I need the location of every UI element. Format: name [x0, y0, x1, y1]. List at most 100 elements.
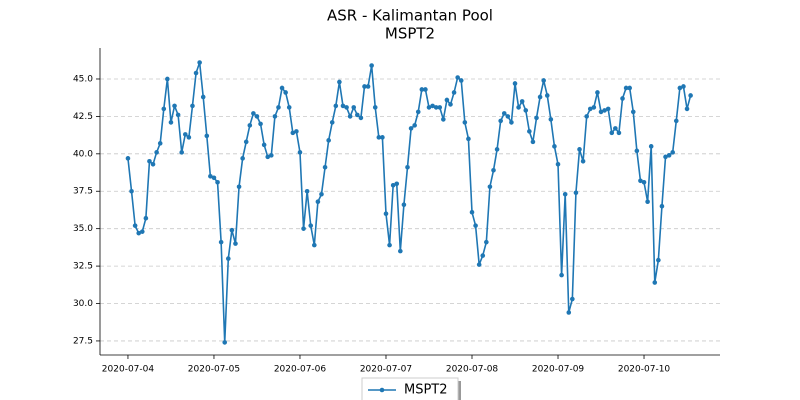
data-point: [580, 159, 586, 164]
data-point: [559, 272, 564, 278]
data-point: [269, 153, 274, 158]
data-point: [226, 256, 231, 261]
data-point: [344, 105, 349, 110]
x-tick-label: 2020-07-08: [446, 365, 499, 375]
data-point: [412, 123, 417, 128]
legend-label: MSPT2: [404, 383, 448, 398]
data-point: [541, 78, 546, 83]
data-point: [308, 223, 314, 228]
data-point: [491, 167, 496, 173]
data-point: [387, 242, 392, 248]
data-point: [534, 115, 539, 121]
data-point: [451, 90, 457, 95]
data-point: [509, 120, 514, 125]
data-point: [179, 150, 185, 155]
data-point: [602, 108, 607, 113]
data-point: [598, 109, 604, 115]
data-point: [369, 63, 374, 68]
data-point: [487, 184, 493, 190]
data-point: [243, 139, 249, 145]
data-point: [157, 141, 163, 146]
data-point: [501, 111, 507, 116]
data-point: [480, 253, 486, 258]
data-point: [347, 114, 353, 119]
data-point: [638, 178, 643, 184]
data-point: [566, 310, 572, 315]
data-point: [172, 103, 177, 109]
data-point: [365, 84, 371, 89]
data-point: [666, 153, 672, 158]
data-point: [218, 239, 224, 245]
data-point: [688, 93, 693, 98]
data-point: [469, 209, 475, 215]
data-point: [423, 87, 428, 92]
data-point: [355, 112, 360, 118]
data-point: [279, 85, 285, 91]
data-point: [390, 182, 396, 188]
data-point: [240, 156, 245, 161]
data-point: [623, 85, 629, 91]
data-point: [530, 139, 536, 145]
data-point: [494, 147, 500, 152]
data-point: [620, 96, 625, 101]
data-point: [322, 164, 328, 170]
data-point: [229, 227, 235, 233]
legend-box: [361, 377, 459, 400]
data-point: [372, 105, 378, 110]
data-point: [208, 173, 213, 179]
data-point: [426, 105, 432, 110]
y-tick-label: 40.0: [73, 149, 93, 159]
data-point: [670, 150, 675, 155]
data-point: [326, 138, 331, 143]
data-point: [656, 257, 661, 263]
data-point: [286, 105, 292, 110]
data-point: [527, 129, 532, 134]
legend: MSPT2: [361, 377, 461, 400]
x-tick-label: 2020-07-10: [618, 365, 671, 375]
data-point: [211, 175, 217, 181]
y-tick-label: 30.0: [73, 299, 93, 309]
y-tick-label: 35.0: [73, 224, 93, 234]
data-point: [544, 93, 550, 98]
data-point: [613, 126, 618, 131]
data-point: [455, 75, 460, 80]
data-point: [498, 118, 503, 124]
data-point: [548, 117, 554, 122]
data-point: [283, 90, 288, 95]
data-point: [519, 99, 525, 104]
data-point: [197, 60, 202, 65]
data-point: [168, 120, 174, 125]
data-point: [401, 202, 407, 208]
data-point: [484, 239, 489, 245]
data-point: [458, 78, 464, 83]
data-point: [297, 150, 303, 155]
data-point: [630, 109, 636, 115]
data-point: [681, 84, 686, 89]
data-point: [136, 230, 142, 236]
data-point: [193, 70, 199, 76]
data-point: [577, 147, 582, 152]
data-point: [684, 106, 690, 112]
data-point: [552, 144, 557, 149]
data-point: [648, 144, 654, 149]
data-point: [272, 114, 278, 119]
data-point: [175, 112, 181, 118]
data-point: [150, 162, 156, 167]
data-point: [358, 115, 364, 121]
y-tick-label: 45.0: [73, 74, 93, 84]
data-point: [663, 154, 668, 160]
data-point: [437, 105, 443, 110]
data-point: [312, 242, 317, 248]
data-point: [215, 179, 220, 185]
data-point: [555, 162, 561, 167]
data-point: [433, 105, 439, 110]
chart-title: ASR - Kalimantan Pool: [327, 7, 493, 25]
data-point: [476, 262, 482, 267]
data-point: [634, 148, 640, 154]
data-point: [380, 135, 385, 140]
data-point: [441, 117, 446, 122]
data-point: [512, 81, 518, 86]
data-point: [154, 150, 159, 155]
data-point: [251, 111, 256, 116]
